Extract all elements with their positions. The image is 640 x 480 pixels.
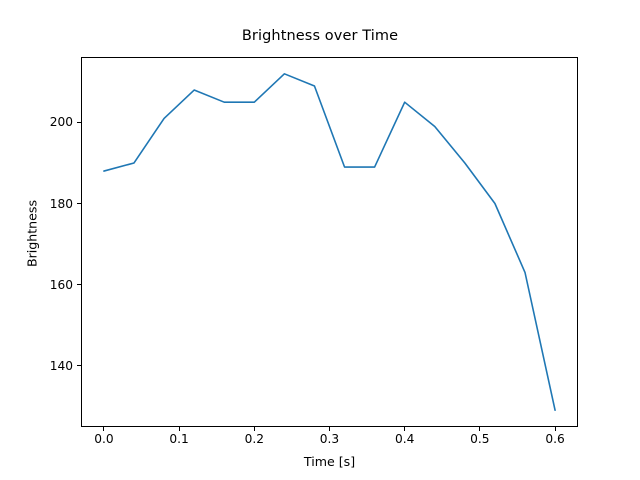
y-tick-label: 180 <box>49 196 73 211</box>
x-tick-mark <box>554 427 556 431</box>
y-tick-mark <box>77 202 81 205</box>
x-tick-label: 0.6 <box>545 432 565 446</box>
y-tick-label: 140 <box>49 358 73 373</box>
y-tick-label: 160 <box>49 277 73 292</box>
x-tick-mark <box>253 427 255 431</box>
x-tick-label: 0.1 <box>169 432 189 446</box>
x-tick-label: 0.5 <box>470 432 490 446</box>
x-tick-mark <box>178 427 180 431</box>
y-tick-mark <box>77 121 81 123</box>
x-tick-label: 0.0 <box>94 432 114 446</box>
x-tick-label: 0.4 <box>394 432 415 446</box>
x-tick-mark <box>479 427 481 431</box>
x-axis-label: Time [s] <box>303 454 356 469</box>
x-tick-label: 0.2 <box>244 432 264 446</box>
plot-axes-frame <box>81 57 578 427</box>
y-tick-label: 200 <box>49 115 73 130</box>
y-tick-mark <box>77 284 81 286</box>
y-tick-mark <box>77 365 81 367</box>
y-axis-label: Brightness <box>24 199 40 268</box>
chart-title: Brightness over Time <box>241 28 399 44</box>
x-tick-mark <box>404 427 406 431</box>
x-tick-mark <box>103 427 105 431</box>
x-tick-label: 0.3 <box>319 432 340 446</box>
x-tick-mark <box>328 427 331 431</box>
